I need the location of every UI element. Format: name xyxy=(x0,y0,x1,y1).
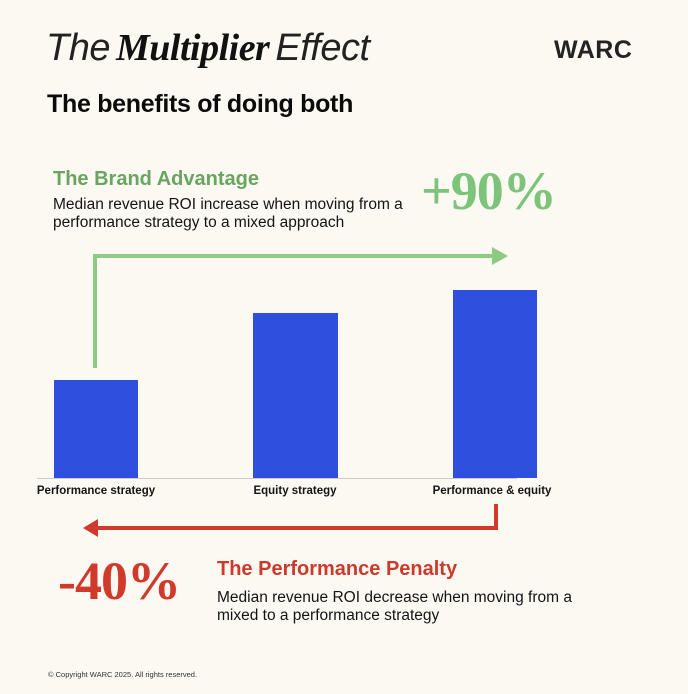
performance-penalty-value: -40% xyxy=(58,551,181,611)
x-axis-line xyxy=(37,478,517,479)
bar-equity-strategy xyxy=(253,313,338,478)
subtitle: The benefits of doing both xyxy=(47,90,354,118)
warc-logo: WARC xyxy=(554,36,633,64)
brand-advantage-description: Median revenue ROI increase when moving … xyxy=(53,196,403,231)
x-label-performance-equity: Performance & equity xyxy=(432,485,552,497)
x-label-performance-strategy: Performance strategy xyxy=(36,485,156,497)
main-title: The Multiplier Effect xyxy=(46,26,370,70)
performance-penalty-description: Median revenue ROI decrease when moving … xyxy=(217,589,572,624)
brand-advantage-title: The Brand Advantage xyxy=(53,168,259,190)
red-arrow-icon xyxy=(83,504,498,537)
bar-performance-strategy xyxy=(54,380,138,478)
title-suffix: Effect xyxy=(275,27,370,69)
performance-penalty-title: The Performance Penalty xyxy=(217,558,458,580)
green-arrow-icon xyxy=(93,247,508,368)
brand-advantage-value: +90% xyxy=(421,161,557,221)
copyright-notice: © Copyright WARC 2025. All rights reserv… xyxy=(48,670,198,679)
x-label-equity-strategy: Equity strategy xyxy=(253,485,337,497)
title-emphasis: Multiplier xyxy=(115,27,270,69)
title-prefix: The xyxy=(46,27,110,69)
bar-performance-equity xyxy=(453,290,537,478)
